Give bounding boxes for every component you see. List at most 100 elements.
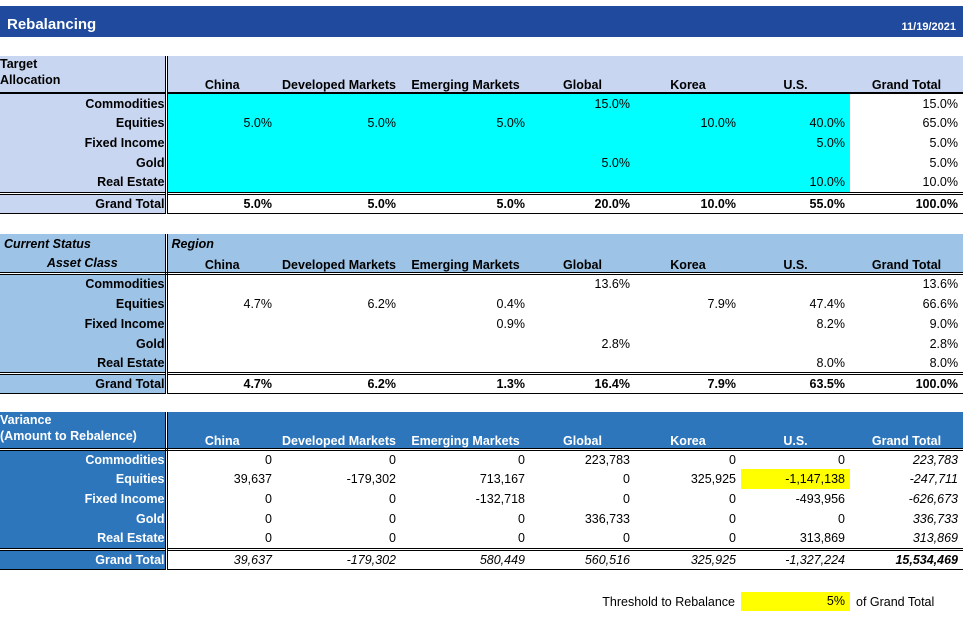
cell[interactable] (530, 173, 635, 193)
cell[interactable]: 2.8% (850, 333, 963, 354)
column-header[interactable]: Emerging Markets (401, 56, 530, 94)
cell[interactable]: 6.2% (277, 293, 401, 314)
cell[interactable] (166, 353, 277, 374)
row-label[interactable]: Commodities (0, 449, 168, 469)
cell[interactable]: 0.9% (401, 313, 530, 334)
column-header[interactable]: Korea (635, 56, 741, 94)
column-header[interactable]: Grand Total (850, 56, 963, 94)
cell[interactable] (277, 173, 401, 193)
cell[interactable]: 40.0% (741, 113, 850, 133)
cell[interactable]: 5.0% (850, 153, 963, 173)
cell[interactable] (635, 93, 741, 113)
cell[interactable]: 16.4% (530, 372, 635, 394)
row-label[interactable]: Equities (0, 469, 168, 489)
column-header[interactable]: China (166, 56, 277, 94)
column-header[interactable]: Global (530, 56, 635, 94)
column-header[interactable]: Developed Markets (277, 56, 401, 94)
cell[interactable]: 5.0% (850, 133, 963, 153)
cell[interactable]: -179,302 (277, 469, 401, 489)
cell[interactable]: 0 (401, 509, 530, 529)
cell[interactable] (401, 173, 530, 193)
row-label[interactable]: Gold (0, 509, 168, 529)
cell[interactable]: 0 (401, 449, 530, 469)
row-label[interactable]: Grand Total (0, 191, 168, 214)
cell[interactable]: -179,302 (277, 547, 401, 570)
cell[interactable] (277, 133, 401, 153)
cell[interactable]: 15.0% (530, 93, 635, 113)
cell[interactable]: 4.7% (166, 293, 277, 314)
cell[interactable]: 6.2% (277, 372, 401, 394)
cell[interactable]: 5.0% (530, 153, 635, 173)
cell[interactable] (635, 273, 741, 294)
cell[interactable]: 39,637 (166, 547, 277, 570)
cell[interactable] (401, 273, 530, 294)
column-header[interactable]: Emerging Markets (401, 412, 530, 451)
cell[interactable]: -1,327,224 (741, 547, 850, 570)
cell[interactable]: 313,869 (850, 529, 963, 549)
cell[interactable] (401, 133, 530, 153)
column-header[interactable]: Developed Markets (277, 253, 401, 275)
cell[interactable] (166, 133, 277, 153)
cell[interactable] (401, 153, 530, 173)
column-header[interactable]: Korea (635, 253, 741, 275)
cell[interactable]: 65.0% (850, 113, 963, 133)
cell[interactable] (530, 353, 635, 374)
cell[interactable]: 580,449 (401, 547, 530, 570)
cell[interactable]: 325,925 (635, 469, 741, 489)
cell[interactable]: 713,167 (401, 469, 530, 489)
column-header[interactable]: U.S. (741, 253, 850, 275)
row-label[interactable]: Equities (0, 293, 168, 314)
cell[interactable]: -247,711 (850, 469, 963, 489)
cell[interactable]: 223,783 (530, 449, 635, 469)
cell[interactable]: 100.0% (850, 372, 963, 394)
cell[interactable] (635, 353, 741, 374)
cell[interactable]: 5.0% (741, 133, 850, 153)
cell[interactable]: 1.3% (401, 372, 530, 394)
cell[interactable] (166, 93, 277, 113)
cell[interactable]: 0 (166, 509, 277, 529)
cell[interactable]: 313,869 (741, 529, 850, 549)
row-label[interactable]: Fixed Income (0, 133, 168, 153)
cell[interactable] (741, 273, 850, 294)
cell[interactable]: 0.4% (401, 293, 530, 314)
column-header[interactable]: U.S. (741, 412, 850, 451)
cell[interactable] (277, 333, 401, 354)
cell[interactable] (166, 273, 277, 294)
row-label[interactable]: Equities (0, 113, 168, 133)
cell[interactable]: 0 (166, 449, 277, 469)
cell[interactable]: 223,783 (850, 449, 963, 469)
cell[interactable]: 9.0% (850, 313, 963, 334)
cell[interactable]: 15.0% (850, 93, 963, 113)
cell[interactable] (635, 333, 741, 354)
column-header[interactable]: Korea (635, 412, 741, 451)
cell[interactable]: 5.0% (401, 113, 530, 133)
column-header[interactable]: Global (530, 412, 635, 451)
cell[interactable] (635, 313, 741, 334)
cell[interactable]: 63.5% (741, 372, 850, 394)
cell[interactable]: 0 (530, 489, 635, 509)
column-header[interactable]: Global (530, 253, 635, 275)
cell[interactable] (741, 153, 850, 173)
cell[interactable]: 8.0% (850, 353, 963, 374)
column-header[interactable]: Grand Total (850, 253, 963, 275)
cell[interactable]: 8.2% (741, 313, 850, 334)
cell[interactable]: 0 (635, 509, 741, 529)
row-label[interactable]: Grand Total (0, 547, 168, 570)
cell[interactable]: 15,534,469 (850, 547, 963, 570)
column-header[interactable]: Emerging Markets (401, 253, 530, 275)
cell[interactable]: 5.0% (277, 113, 401, 133)
cell[interactable] (401, 333, 530, 354)
cell[interactable]: 325,925 (635, 547, 741, 570)
cell[interactable]: 13.6% (530, 273, 635, 294)
cell[interactable]: 336,733 (530, 509, 635, 529)
cell[interactable] (530, 313, 635, 334)
cell[interactable]: 0 (635, 489, 741, 509)
cell[interactable]: 10.0% (635, 191, 741, 214)
cell[interactable] (635, 153, 741, 173)
cell[interactable] (166, 333, 277, 354)
cell[interactable]: 66.6% (850, 293, 963, 314)
cell[interactable] (277, 273, 401, 294)
cell[interactable]: 0 (530, 529, 635, 549)
cell[interactable] (741, 333, 850, 354)
cell[interactable]: 5.0% (401, 191, 530, 214)
